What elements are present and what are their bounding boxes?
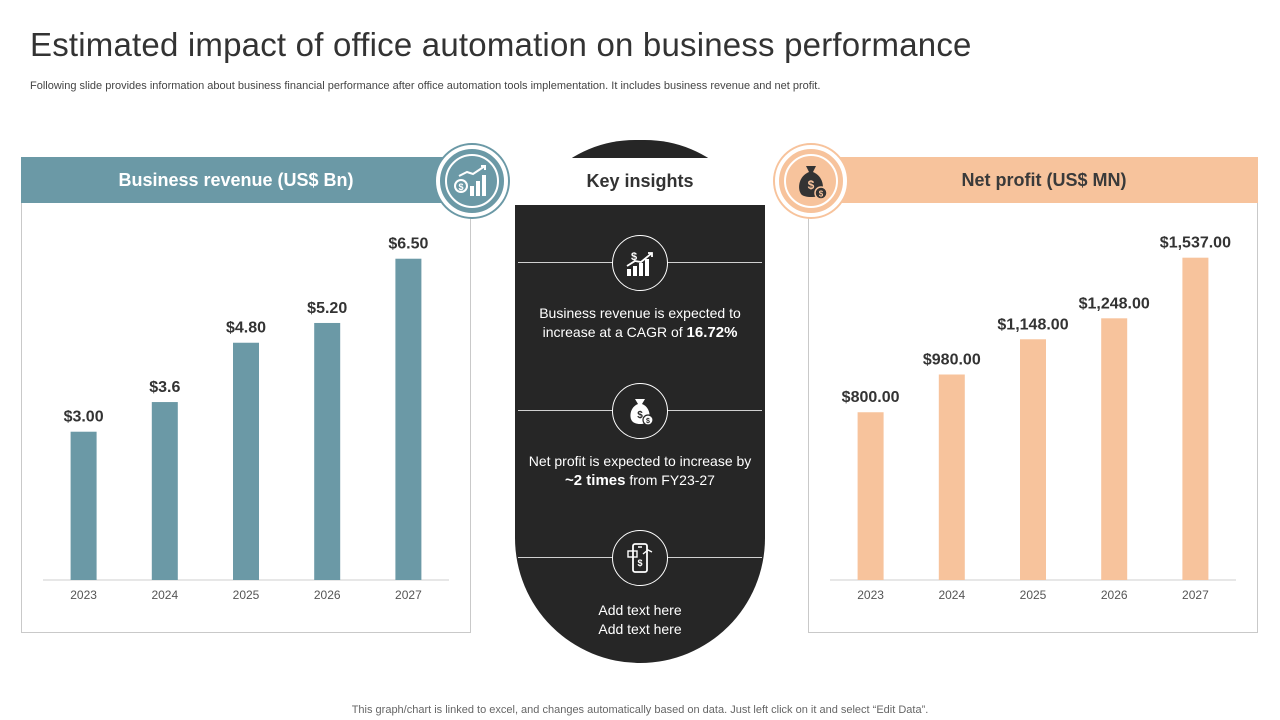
profit-x-tick-label: 2024 bbox=[938, 588, 965, 602]
insight-icon-1: $ bbox=[612, 235, 668, 291]
revenue-bar-2024 bbox=[151, 402, 178, 580]
profit-data-label: $980.00 bbox=[923, 351, 981, 368]
profit-data-label: $1,248.00 bbox=[1079, 295, 1150, 312]
profit-bar-2025 bbox=[1020, 339, 1046, 580]
revenue-bar-2025 bbox=[233, 342, 259, 580]
revenue-x-tick-label: 2025 bbox=[233, 588, 260, 602]
svg-text:$: $ bbox=[637, 558, 642, 568]
revenue-data-label: $6.50 bbox=[388, 236, 428, 253]
profit-badge: $ $ bbox=[775, 145, 847, 217]
revenue-data-label: $4.80 bbox=[226, 320, 266, 337]
svg-text:$: $ bbox=[819, 190, 824, 199]
profit-x-tick-label: 2023 bbox=[857, 588, 884, 602]
revenue-bar-2026 bbox=[314, 322, 341, 580]
profit-data-label: $1,537.00 bbox=[1160, 235, 1231, 252]
profit-data-label: $800.00 bbox=[842, 389, 900, 406]
svg-text:$: $ bbox=[646, 418, 650, 425]
revenue-data-label: $5.20 bbox=[307, 300, 347, 317]
revenue-panel-title: Business revenue (US$ Bn) bbox=[21, 157, 451, 203]
profit-x-tick-label: 2026 bbox=[1101, 588, 1128, 602]
profit-data-label: $1,148.00 bbox=[997, 316, 1068, 333]
profit-bar-2026 bbox=[1101, 318, 1128, 580]
revenue-badge: $ bbox=[436, 145, 508, 217]
revenue-data-label: $3.00 bbox=[64, 409, 104, 426]
insight-1-line-1: Business revenue is expected to bbox=[539, 305, 741, 321]
page-title: Estimated impact of office automation on… bbox=[30, 26, 972, 63]
revenue-chart: $3.00 2023 $3.6 2024 $4.80 2025 $5.20 2026 $6.50… bbox=[43, 236, 449, 602]
svg-text:$: $ bbox=[631, 251, 637, 263]
profit-bar-2024 bbox=[938, 374, 965, 580]
revenue-x-tick-label: 2027 bbox=[395, 588, 422, 602]
mobile-payment-icon: $ bbox=[627, 543, 653, 573]
svg-text:$: $ bbox=[637, 410, 643, 421]
insight-text-3: Add text here Add text here bbox=[515, 601, 765, 639]
money-bag-icon: $ $ bbox=[630, 399, 654, 426]
profit-x-tick-label: 2025 bbox=[1020, 588, 1047, 602]
page-subtitle: Following slide provides information abo… bbox=[30, 80, 821, 92]
revenue-x-tick-label: 2026 bbox=[314, 588, 341, 602]
insight-icon-2: $ $ bbox=[612, 383, 668, 439]
insights-heading: Key insights bbox=[520, 158, 760, 205]
footnote: This graph/chart is linked to excel, and… bbox=[351, 704, 929, 716]
profit-x-tick-label: 2027 bbox=[1182, 588, 1209, 602]
insight-2-line-2: from FY23-27 bbox=[625, 472, 715, 488]
insight-3-line-1: Add text here bbox=[598, 602, 682, 618]
insight-3-line-2: Add text here bbox=[598, 621, 682, 637]
money-bag-icon: $ $ bbox=[799, 166, 828, 200]
insight-2-highlight: ~2 times bbox=[565, 472, 626, 489]
revenue-data-label: $3.6 bbox=[149, 379, 180, 396]
insight-text-2: Net profit is expected to increase by ~2… bbox=[515, 452, 765, 490]
insight-1-highlight: 16.72% bbox=[686, 324, 738, 341]
growth-chart-icon: $ bbox=[626, 251, 653, 276]
insight-2-line-1: Net profit is expected to increase by bbox=[528, 453, 752, 469]
insight-1-line-2: increase at a CAGR of bbox=[542, 324, 687, 340]
svg-text:$: $ bbox=[808, 178, 815, 192]
revenue-bar-2023 bbox=[70, 431, 97, 580]
profit-bar-2027 bbox=[1182, 257, 1209, 580]
profit-chart: $800.00 2023 $980.00 2024 $1,148.00 2025 $1,24… bbox=[830, 235, 1236, 602]
revenue-x-tick-label: 2024 bbox=[151, 588, 178, 602]
insight-icon-3: $ bbox=[612, 530, 668, 586]
svg-text:$: $ bbox=[458, 182, 463, 192]
revenue-growth-icon: $ bbox=[454, 165, 486, 196]
profit-panel-title: Net profit (US$ MN) bbox=[830, 157, 1258, 203]
revenue-bar-2027 bbox=[395, 258, 422, 580]
revenue-x-tick-label: 2023 bbox=[70, 588, 97, 602]
profit-bar-2023 bbox=[857, 412, 884, 580]
insight-text-1: Business revenue is expected to increase… bbox=[515, 304, 765, 342]
